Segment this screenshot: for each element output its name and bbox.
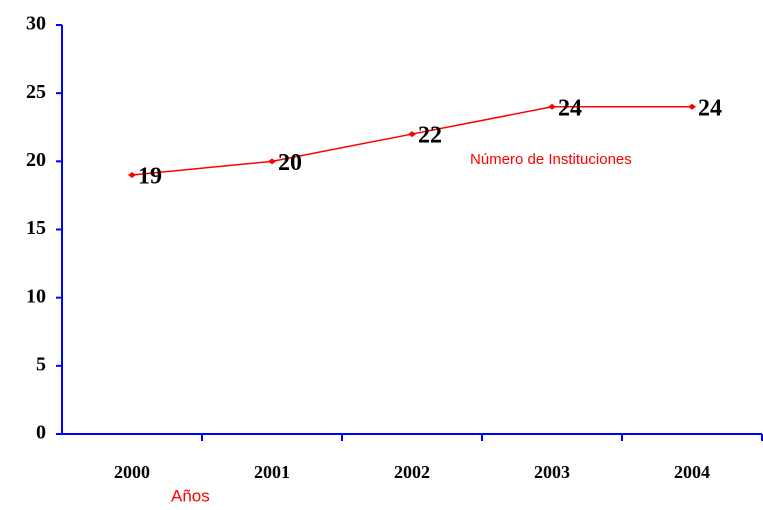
- y-tick-label: 15: [26, 217, 46, 239]
- y-tick-label: 20: [26, 149, 46, 171]
- x-tick-label: 2001: [254, 462, 290, 482]
- x-tick-label: 2003: [534, 462, 570, 482]
- y-tick-label: 0: [36, 422, 46, 444]
- x-tick-label: 2000: [114, 462, 150, 482]
- series-name: Número de Instituciones: [470, 151, 632, 168]
- y-tick-label: 25: [26, 81, 46, 103]
- marker: [548, 103, 556, 110]
- marker: [268, 158, 276, 165]
- marker: [128, 171, 136, 178]
- data-label: 19: [138, 163, 162, 189]
- data-label: 22: [418, 123, 442, 149]
- data-label: 20: [278, 150, 302, 176]
- x-tick-label: 2002: [394, 462, 430, 482]
- x-tick-label: 2004: [674, 462, 710, 482]
- marker: [688, 103, 696, 110]
- x-axis-label: Años: [171, 486, 210, 505]
- data-label: 24: [558, 95, 582, 121]
- data-label: 24: [698, 95, 722, 121]
- y-tick-label: 5: [36, 353, 46, 375]
- marker: [408, 131, 416, 138]
- y-tick-label: 10: [26, 285, 46, 307]
- y-tick-label: 30: [26, 13, 46, 35]
